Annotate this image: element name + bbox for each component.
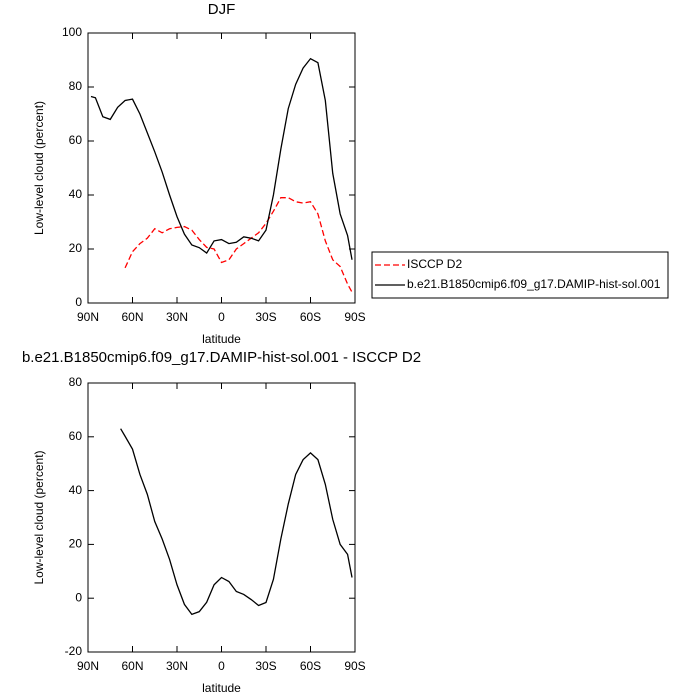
legend-box xyxy=(371,251,669,299)
y-tick-label: 100 xyxy=(62,25,82,39)
plot-frame xyxy=(87,32,356,304)
y-tick-label: 0 xyxy=(75,590,82,604)
data-line xyxy=(90,57,353,260)
x-tick-label: 90S xyxy=(344,659,365,673)
chart-title: DJF xyxy=(208,1,236,18)
x-tick-label: 60S xyxy=(300,310,321,324)
y-tick-label: 60 xyxy=(69,133,83,147)
x-tick-label: 0 xyxy=(218,310,225,324)
x-tick-label: 30N xyxy=(166,310,188,324)
y-tick-label: -20 xyxy=(65,644,83,658)
x-tick-label: 90N xyxy=(77,310,99,324)
y-tick-label: 20 xyxy=(69,537,83,551)
x-axis-label: latitude xyxy=(202,681,241,695)
y-tick-label: 40 xyxy=(69,187,83,201)
x-axis-label: latitude xyxy=(202,332,241,346)
x-tick-label: 90N xyxy=(77,659,99,673)
x-tick-label: 0 xyxy=(218,659,225,673)
x-tick-label: 90S xyxy=(344,310,365,324)
y-tick-label: 80 xyxy=(69,79,83,93)
y-axis-label: Low-level cloud (percent) xyxy=(32,101,46,235)
y-tick-label: 60 xyxy=(69,429,83,443)
data-line xyxy=(124,197,353,293)
plot-frame xyxy=(87,382,356,653)
chart-title: b.e21.B1850cmip6.f09_g17.DAMIP-hist-sol.… xyxy=(22,349,421,366)
x-tick-label: 60N xyxy=(121,310,143,324)
y-tick-label: 80 xyxy=(69,375,83,389)
legend-label: ISCCP D2 xyxy=(407,257,462,271)
x-tick-label: 30N xyxy=(166,659,188,673)
y-axis-label: Low-level cloud (percent) xyxy=(32,450,46,584)
y-tick-label: 0 xyxy=(75,295,82,309)
x-tick-label: 60S xyxy=(300,659,321,673)
y-tick-label: 40 xyxy=(69,483,83,497)
x-tick-label: 60N xyxy=(121,659,143,673)
data-line xyxy=(120,428,353,616)
x-tick-label: 30S xyxy=(255,659,276,673)
y-tick-label: 20 xyxy=(69,241,83,255)
x-tick-label: 30S xyxy=(255,310,276,324)
legend-label: b.e21.B1850cmip6.f09_g17.DAMIP-hist-sol.… xyxy=(407,277,661,291)
